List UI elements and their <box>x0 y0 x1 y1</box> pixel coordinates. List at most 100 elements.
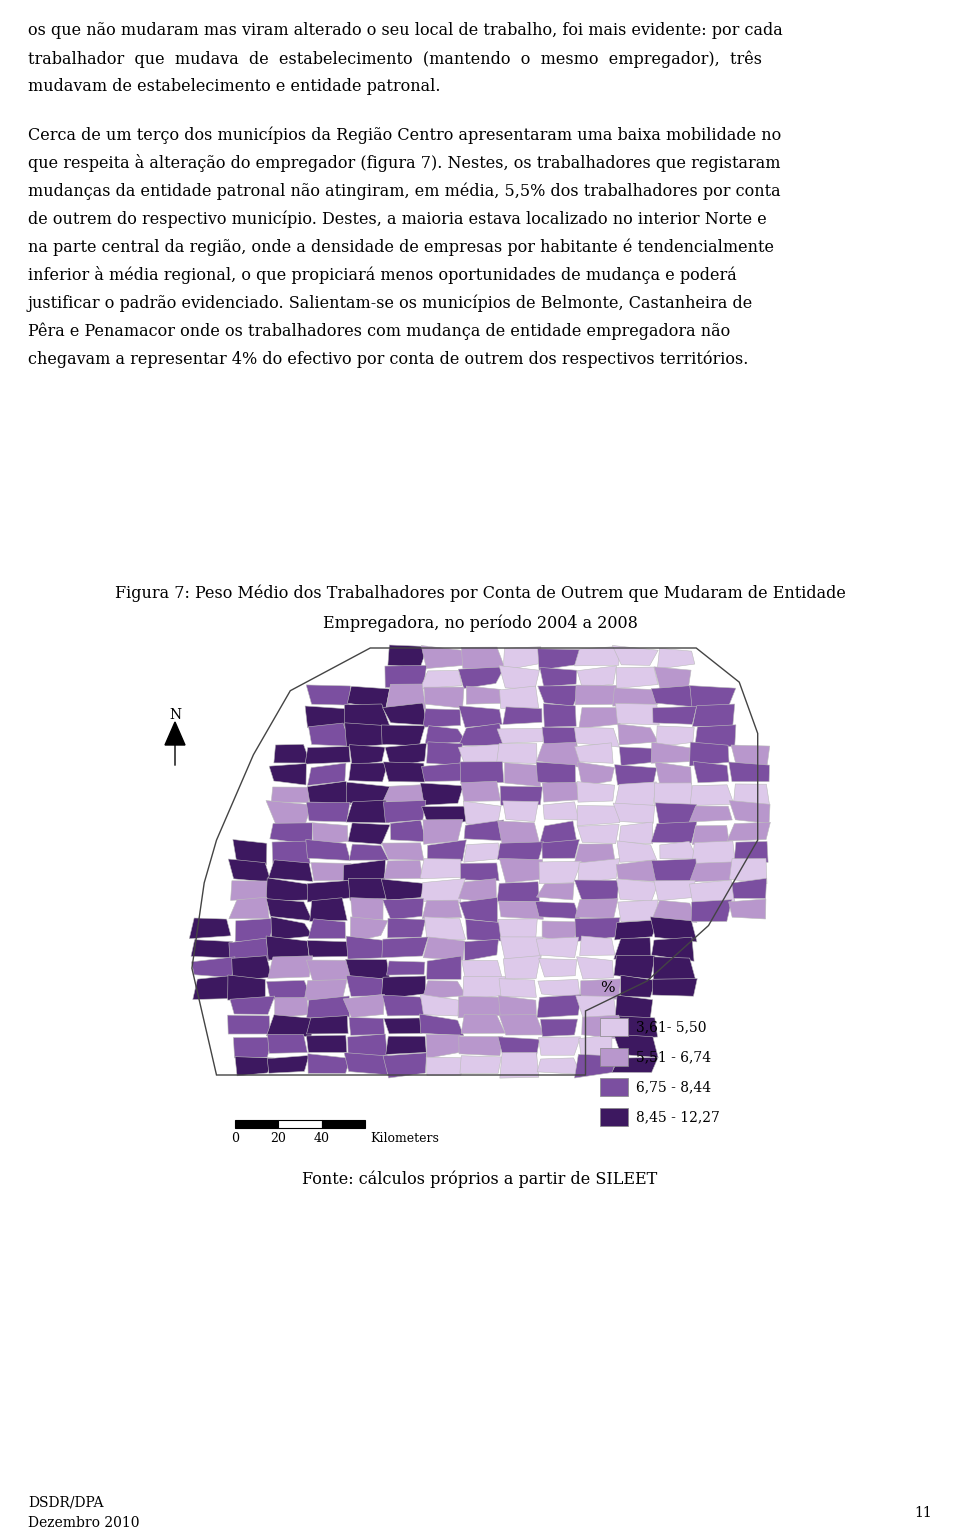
Polygon shape <box>577 805 620 825</box>
Polygon shape <box>542 921 579 942</box>
Text: de outrem do respectivo município. Destes, a maioria estava localizado no interi: de outrem do respectivo município. Deste… <box>28 211 767 227</box>
Polygon shape <box>577 824 619 844</box>
Polygon shape <box>500 785 542 805</box>
Polygon shape <box>268 956 313 979</box>
Polygon shape <box>503 956 540 979</box>
Text: mudanças da entidade patronal não atingiram, em média, 5,5% dos trabalhadores po: mudanças da entidade patronal não atingi… <box>28 181 780 200</box>
Polygon shape <box>497 729 543 744</box>
Bar <box>235 1120 278 1128</box>
Polygon shape <box>382 702 427 725</box>
Polygon shape <box>391 821 426 842</box>
Polygon shape <box>383 1053 426 1077</box>
Polygon shape <box>427 839 467 864</box>
Polygon shape <box>266 899 312 921</box>
Polygon shape <box>656 802 697 825</box>
Polygon shape <box>423 709 461 727</box>
Polygon shape <box>388 646 427 667</box>
Polygon shape <box>233 1037 273 1057</box>
Polygon shape <box>505 762 540 787</box>
Text: inferior à média regional, o que propiciará menos oportunidades de mudança e pod: inferior à média regional, o que propici… <box>28 266 736 284</box>
Polygon shape <box>383 898 423 919</box>
Polygon shape <box>574 1054 615 1077</box>
Polygon shape <box>381 725 425 745</box>
Polygon shape <box>459 898 497 922</box>
Text: 5,51 - 6,74: 5,51 - 6,74 <box>636 1050 711 1064</box>
Polygon shape <box>615 782 657 805</box>
Polygon shape <box>347 782 390 804</box>
Polygon shape <box>271 916 313 941</box>
Polygon shape <box>426 956 461 979</box>
Text: trabalhador  que  mudava  de  estabelecimento  (mantendo  o  mesmo  empregador),: trabalhador que mudava de estabeleciment… <box>28 51 762 68</box>
Polygon shape <box>537 938 579 958</box>
Polygon shape <box>579 1034 612 1057</box>
Polygon shape <box>421 762 465 781</box>
Polygon shape <box>498 996 537 1017</box>
Polygon shape <box>382 938 428 958</box>
Polygon shape <box>348 687 390 709</box>
Polygon shape <box>385 744 426 767</box>
Polygon shape <box>310 898 348 921</box>
Polygon shape <box>540 861 582 884</box>
Polygon shape <box>459 879 496 904</box>
Polygon shape <box>383 762 425 782</box>
Polygon shape <box>349 744 385 765</box>
Text: 11: 11 <box>914 1506 932 1520</box>
Polygon shape <box>689 742 729 765</box>
Polygon shape <box>580 936 615 956</box>
Polygon shape <box>347 801 390 822</box>
Polygon shape <box>423 819 463 844</box>
Polygon shape <box>305 705 348 727</box>
Polygon shape <box>574 727 619 747</box>
Polygon shape <box>575 844 615 864</box>
Text: 20: 20 <box>271 1131 286 1145</box>
Polygon shape <box>617 841 657 862</box>
Polygon shape <box>690 686 735 709</box>
Polygon shape <box>274 744 310 762</box>
Polygon shape <box>499 858 542 882</box>
Polygon shape <box>387 961 425 974</box>
Polygon shape <box>537 742 581 767</box>
Polygon shape <box>577 762 614 785</box>
Polygon shape <box>650 918 697 942</box>
Polygon shape <box>689 862 735 882</box>
Text: Fonte: cálculos próprios a partir de SILEET: Fonte: cálculos próprios a partir de SIL… <box>302 1170 658 1188</box>
Polygon shape <box>656 725 694 747</box>
Polygon shape <box>345 722 390 747</box>
Polygon shape <box>732 878 766 899</box>
Polygon shape <box>500 1053 539 1077</box>
Polygon shape <box>542 782 579 802</box>
Polygon shape <box>230 881 273 901</box>
Polygon shape <box>307 941 351 958</box>
Polygon shape <box>497 842 543 861</box>
Polygon shape <box>266 878 311 901</box>
Polygon shape <box>306 961 351 981</box>
Polygon shape <box>346 959 390 979</box>
Polygon shape <box>267 1056 309 1073</box>
Polygon shape <box>348 822 390 844</box>
Polygon shape <box>540 1019 578 1036</box>
Polygon shape <box>344 1053 388 1074</box>
Polygon shape <box>420 859 462 879</box>
Polygon shape <box>500 938 543 961</box>
Polygon shape <box>498 1037 540 1059</box>
Text: Empregadora, no período 2004 a 2008: Empregadora, no período 2004 a 2008 <box>323 615 637 633</box>
Bar <box>322 1120 365 1128</box>
Polygon shape <box>388 918 425 938</box>
Polygon shape <box>658 649 695 669</box>
Polygon shape <box>536 902 580 919</box>
Polygon shape <box>537 882 574 899</box>
Polygon shape <box>651 686 694 707</box>
Text: justificar o padrão evidenciado. Salientam-se os municípios de Belmonte, Castanh: justificar o padrão evidenciado. Salient… <box>28 294 754 312</box>
Polygon shape <box>503 647 540 670</box>
Polygon shape <box>267 981 311 999</box>
Polygon shape <box>422 981 467 999</box>
Polygon shape <box>574 881 619 902</box>
Polygon shape <box>464 801 501 825</box>
Polygon shape <box>462 647 505 669</box>
Polygon shape <box>191 958 235 978</box>
Polygon shape <box>732 745 770 767</box>
Polygon shape <box>538 979 581 999</box>
Polygon shape <box>270 822 312 845</box>
Polygon shape <box>539 959 577 978</box>
Text: 3,61- 5,50: 3,61- 5,50 <box>636 1021 707 1034</box>
